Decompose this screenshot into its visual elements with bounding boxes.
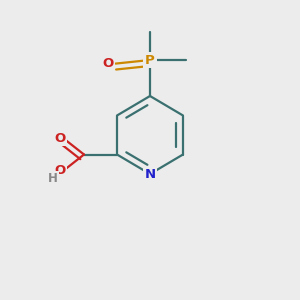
- Text: N: N: [144, 167, 156, 181]
- Text: O: O: [54, 164, 66, 178]
- Text: O: O: [102, 57, 114, 70]
- Text: P: P: [145, 53, 155, 67]
- Text: H: H: [48, 172, 57, 185]
- Text: O: O: [54, 131, 66, 145]
